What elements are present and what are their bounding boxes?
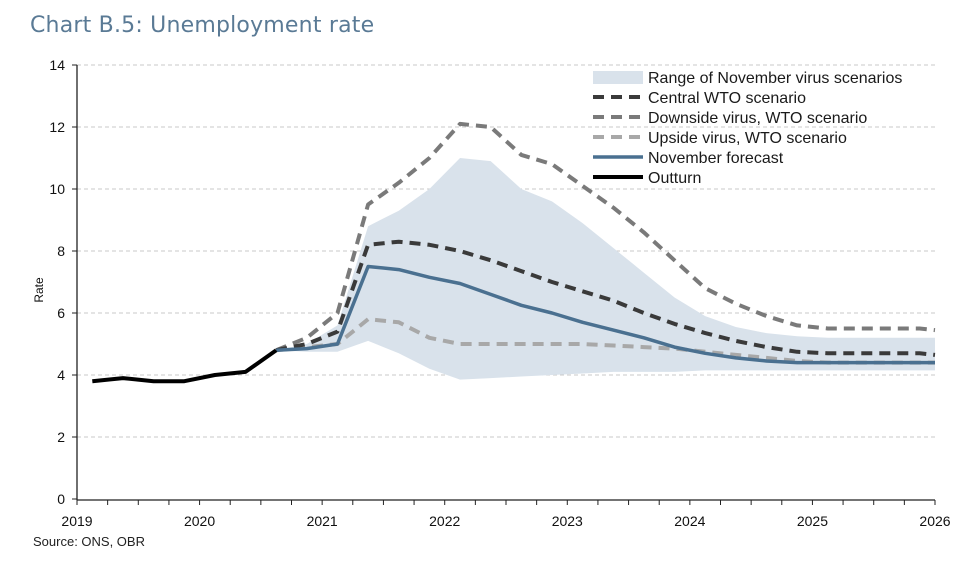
x-axis: 2019 2020 2021 2022 2023 2024 2025 2026: [61, 499, 951, 529]
y-axis: 0 2 4 6 8 10 12 14: [49, 57, 78, 507]
range-band-layer: [276, 158, 935, 380]
series-line-forecast: [276, 264, 935, 365]
series-layer: [92, 121, 936, 384]
y-tick-label: 6: [57, 305, 65, 321]
y-tick-label: 4: [57, 367, 65, 383]
series-line-outturn: [92, 348, 278, 384]
legend-item-forecast: November forecast: [593, 150, 784, 167]
legend-label: Range of November virus scenarios: [648, 70, 902, 87]
y-axis-label: Rate: [32, 277, 46, 303]
x-tick-label: 2020: [184, 513, 215, 529]
y-tick-label: 0: [57, 491, 65, 507]
range-band: [276, 158, 935, 380]
source-note: Source: ONS, OBR: [33, 534, 145, 549]
x-tick-label: 2021: [307, 513, 338, 529]
y-tick-label: 12: [49, 119, 65, 135]
legend-item-upside: Upside virus, WTO scenario: [593, 130, 847, 147]
x-tick-label: 2026: [919, 513, 950, 529]
legend-item-downside: Downside virus, WTO scenario: [593, 110, 867, 127]
x-tick-label: 2025: [797, 513, 828, 529]
legend-label: November forecast: [648, 150, 784, 167]
x-tick-label: 2022: [429, 513, 460, 529]
legend-label: Outturn: [648, 170, 701, 187]
chart-title: Chart B.5: Unemployment rate: [30, 13, 375, 38]
y-tick-label: 2: [57, 429, 65, 445]
legend-item-outturn: Outturn: [593, 170, 701, 187]
series-line-downside: [275, 121, 936, 353]
legend-item-central: Central WTO scenario: [593, 90, 806, 107]
y-tick-label: 8: [57, 243, 65, 259]
legend: Range of November virus scenarios Central…: [593, 70, 902, 187]
legend-label: Upside virus, WTO scenario: [648, 130, 847, 147]
legend-label: Central WTO scenario: [648, 90, 806, 107]
y-tick-label: 14: [49, 57, 65, 73]
x-tick-label: 2019: [61, 513, 92, 529]
x-tick-label: 2023: [552, 513, 583, 529]
legend-item-range: Range of November virus scenarios: [593, 70, 902, 87]
legend-swatch: [593, 71, 643, 84]
y-tick-label: 10: [49, 181, 65, 197]
x-tick-label: 2024: [674, 513, 705, 529]
legend-label: Downside virus, WTO scenario: [648, 110, 867, 127]
